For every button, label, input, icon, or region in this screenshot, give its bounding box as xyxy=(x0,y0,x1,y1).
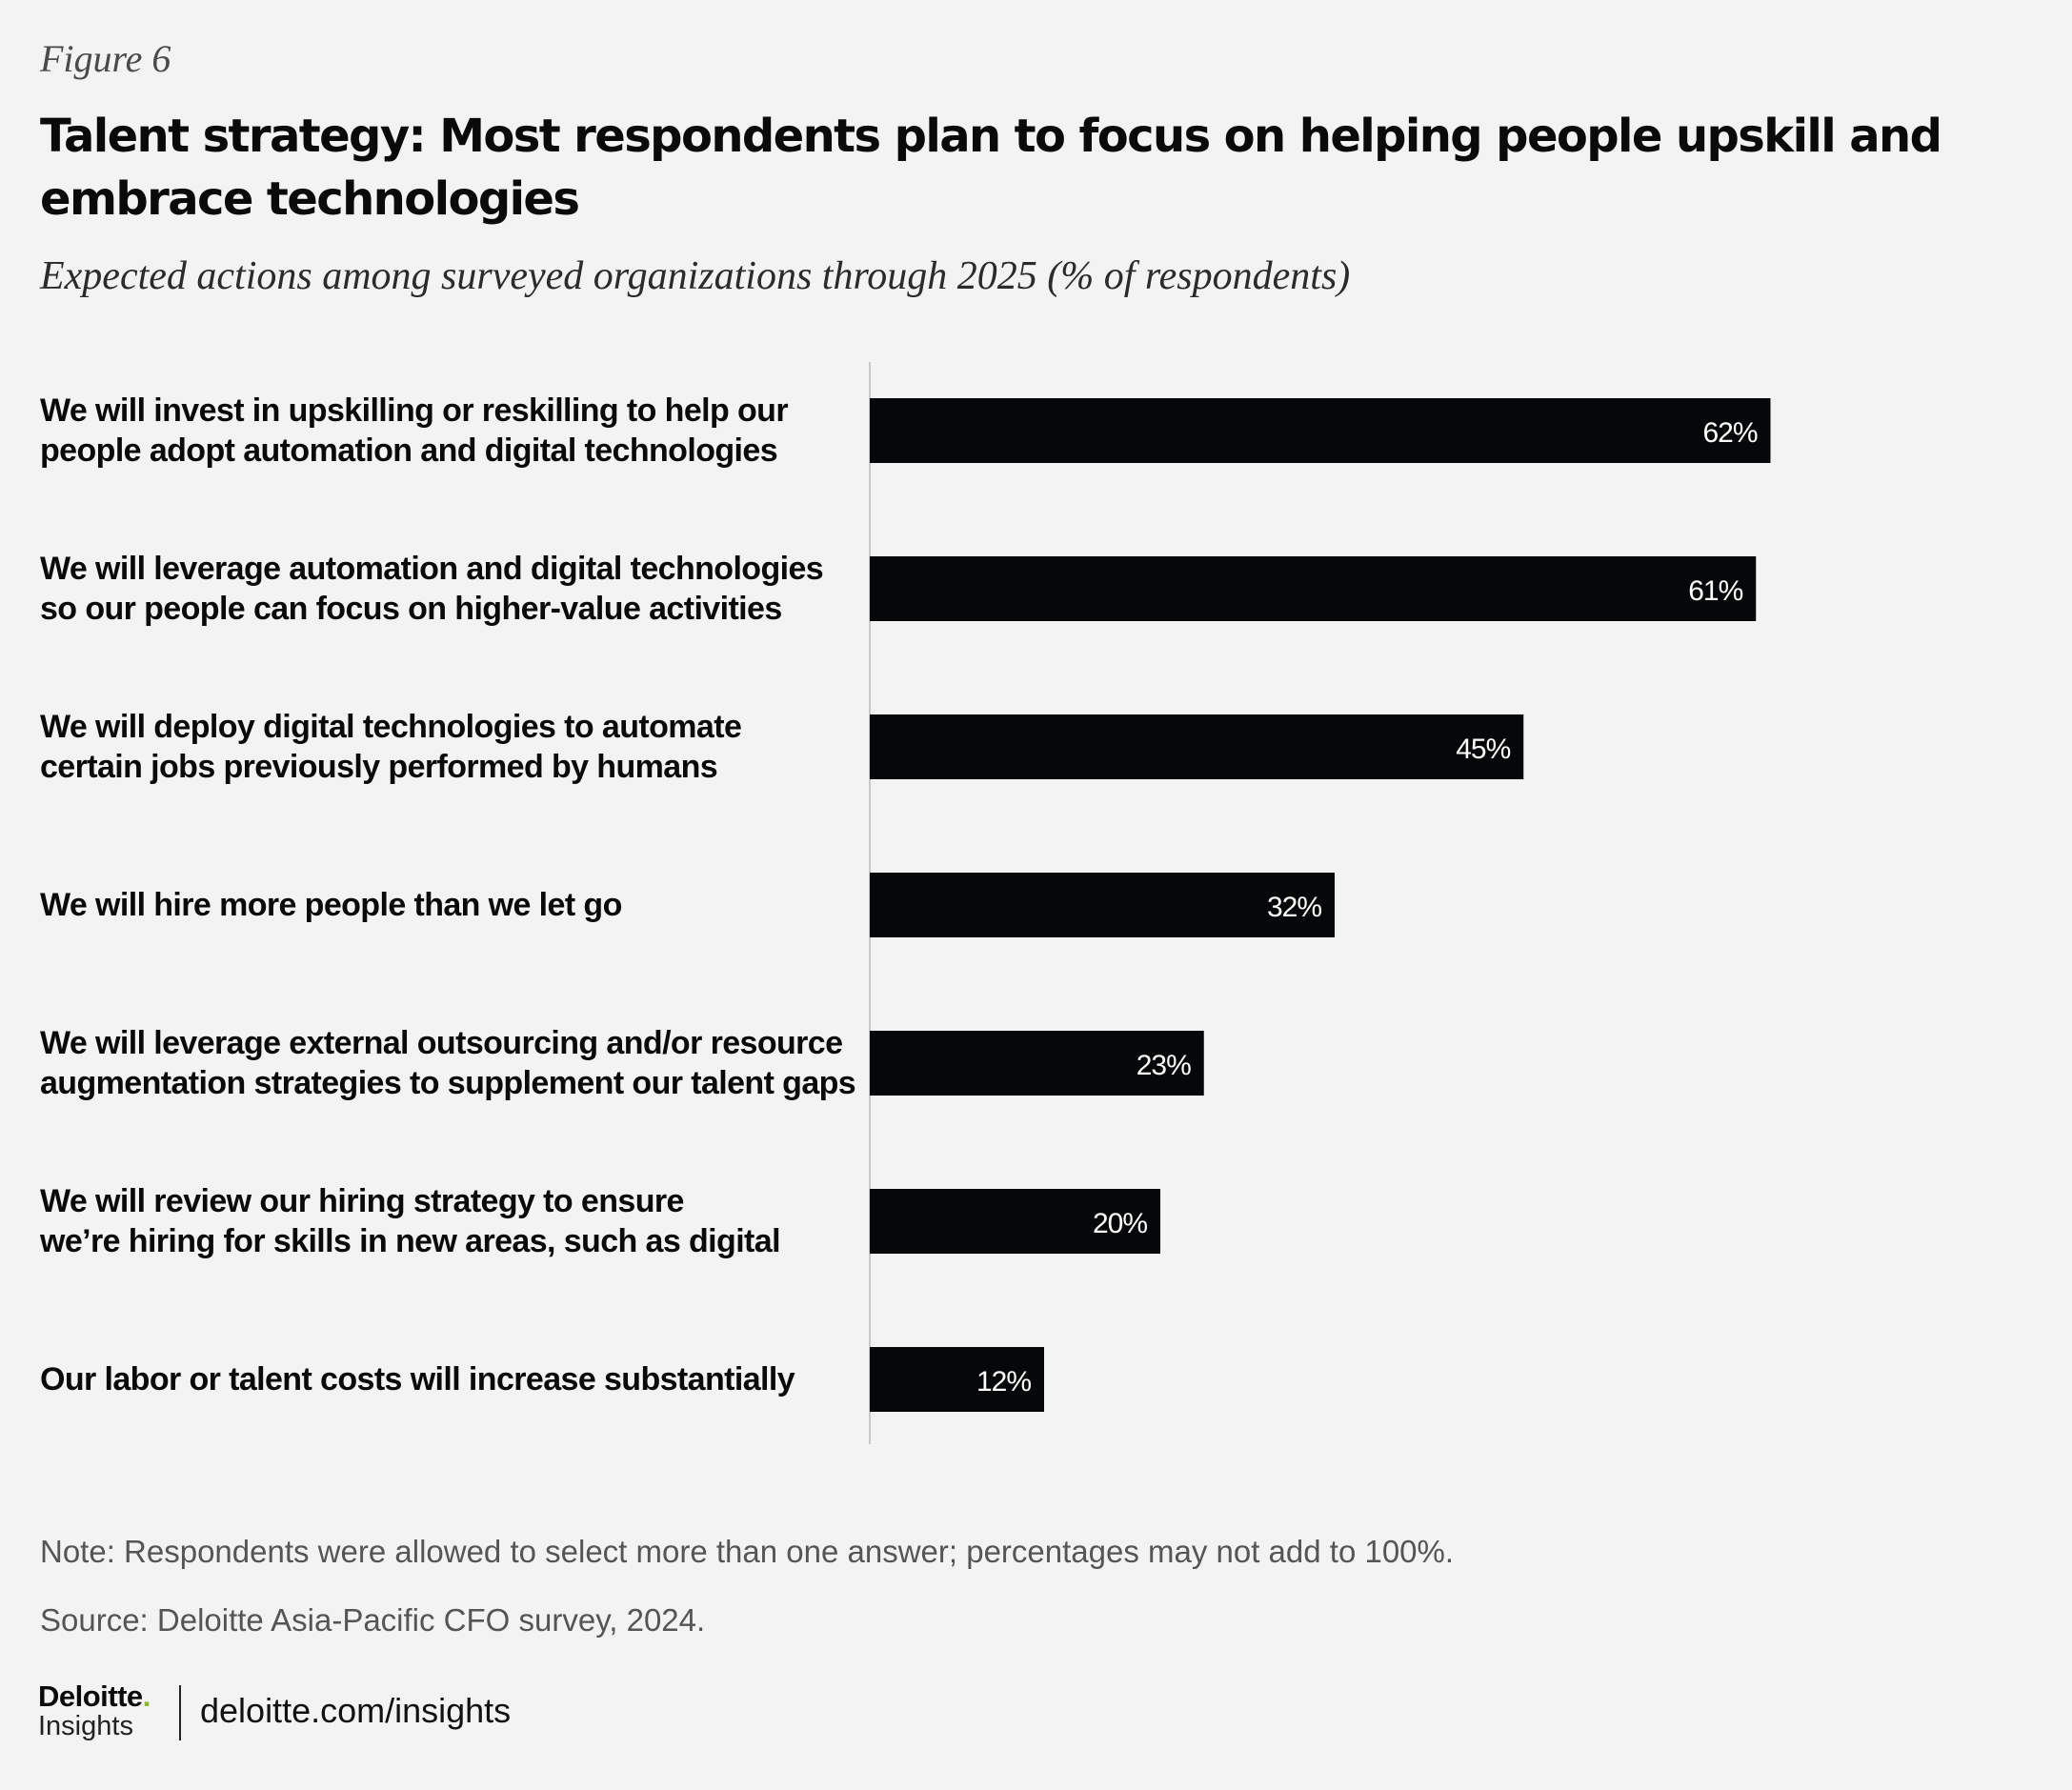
bar xyxy=(870,873,1335,937)
figure-label: Figure 6 xyxy=(40,37,171,80)
category-label: Our labor or talent costs will increase … xyxy=(40,1361,795,1398)
category-label: We will leverage automation and digital … xyxy=(40,551,824,627)
footer-divider xyxy=(179,1685,181,1740)
bar-chart: 62% 61% 45% 32% 23% 20% 12% We will invest in … xyxy=(0,352,2072,1458)
deloitte-insights-logo: Deloitte. Insights xyxy=(38,1679,171,1741)
logo-wordmark: Deloitte. xyxy=(38,1679,151,1713)
bar-value-label: 32% xyxy=(1267,892,1321,923)
category-label: We will deploy digital technologies to a… xyxy=(40,709,742,785)
bar xyxy=(870,1189,1160,1254)
bar-chart-svg: 62% 61% 45% 32% 23% 20% 12% xyxy=(869,362,1771,1444)
bar-value-label: 62% xyxy=(1702,417,1757,449)
chart-source: Source: Deloitte Asia-Pacific CFO survey… xyxy=(40,1602,706,1638)
logo-green-dot: . xyxy=(142,1679,151,1713)
bar xyxy=(870,714,1524,779)
bar-value-label: 23% xyxy=(1137,1050,1191,1081)
bar xyxy=(870,1347,1044,1412)
bar-value-label: 45% xyxy=(1456,734,1510,765)
chart-note: Note: Respondents were allowed to select… xyxy=(40,1534,1455,1569)
bar-value-label: 20% xyxy=(1093,1208,1147,1239)
logo-insights: Insights xyxy=(38,1711,133,1741)
bar xyxy=(870,556,1757,621)
category-label: We will review our hiring strategy to en… xyxy=(40,1183,781,1259)
chart-subtitle: Expected actions among surveyed organiza… xyxy=(40,254,1351,298)
category-label: We will leverage external outsourcing an… xyxy=(40,1025,856,1101)
chart-title: Talent strategy: Most respondents plan t… xyxy=(40,110,1942,226)
bar-value-label: 61% xyxy=(1688,575,1742,607)
bar xyxy=(870,398,1771,463)
category-label: We will hire more people than we let go xyxy=(40,887,622,923)
category-label: We will invest in upskilling or reskilli… xyxy=(40,392,789,469)
footer-url-link[interactable]: deloitte.com/insights xyxy=(200,1691,512,1730)
bar-value-label: 12% xyxy=(976,1366,1031,1398)
bar xyxy=(870,1031,1204,1096)
